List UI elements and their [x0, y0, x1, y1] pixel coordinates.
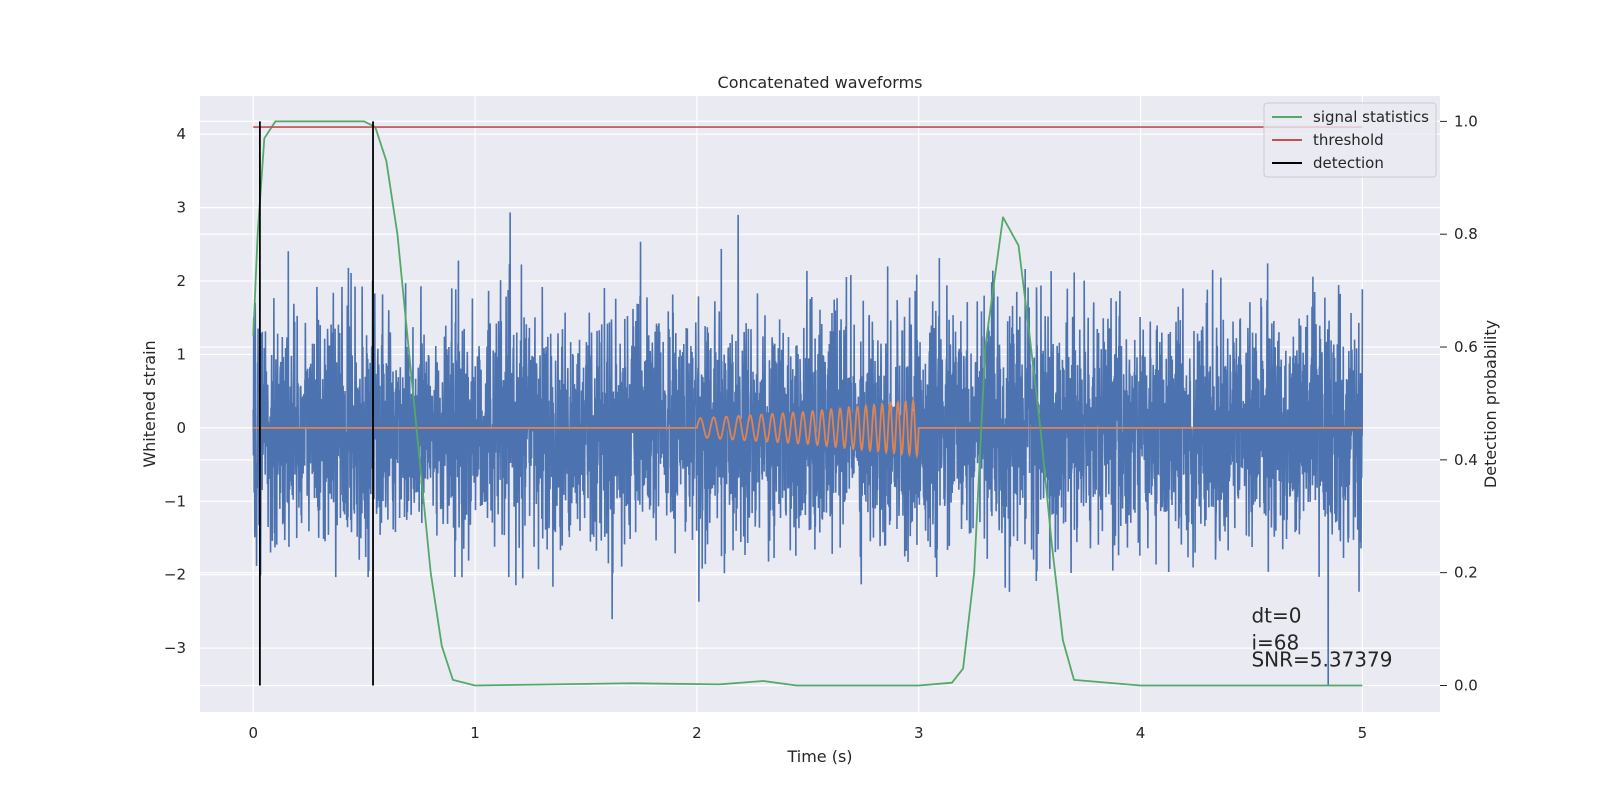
y-tick-label: 0	[176, 419, 186, 437]
y-tick-label: 3	[176, 199, 186, 217]
legend-box	[1263, 102, 1437, 178]
annotation-text: SNR=5.37379	[1251, 647, 1392, 671]
chart-title: Concatenated waveforms	[718, 73, 923, 92]
y-axis-label: Whitened strain	[140, 340, 159, 467]
x-tick-label: 2	[692, 724, 702, 742]
y2-tick-label: 0.6	[1454, 338, 1478, 356]
y2-tick-label: 1.0	[1454, 112, 1478, 130]
legend-label-threshold: threshold	[1313, 131, 1384, 149]
annotation-text: i=68	[1251, 631, 1299, 655]
x-tick-label: 3	[914, 724, 924, 742]
series-signal-statistics-line	[252, 120, 1363, 687]
y2-tick-label: 0.4	[1454, 451, 1478, 469]
legend-label-detection: detection	[1313, 154, 1384, 172]
legend: signal statistics threshold detection	[1263, 102, 1437, 178]
series-injection-line	[253, 397, 1363, 459]
y-tick-label: −3	[164, 639, 186, 657]
x-tick-label: 4	[1136, 724, 1146, 742]
series-strain-line	[252, 212, 1364, 685]
y2-tick-label: 0.0	[1454, 676, 1478, 694]
y-tick-label: −2	[164, 566, 186, 584]
x-tick-label: 0	[248, 724, 258, 742]
legend-label-signal-statistics: signal statistics	[1313, 108, 1429, 126]
series-layer	[252, 120, 1364, 687]
y-tick-label: 4	[176, 125, 186, 143]
y2-axis-label: Detection probability	[1481, 320, 1500, 488]
y-tick-label: 2	[176, 272, 186, 290]
x-tick-label: 1	[470, 724, 480, 742]
y-tick-label: −1	[164, 492, 186, 510]
annotation-text: dt=0	[1251, 603, 1301, 627]
y2-tick-label: 0.8	[1454, 225, 1478, 243]
ticks-layer: 0 1 2 3 4 5 −3 −2 −1 0 1 2 3 4 0.0 0.2 0.4 0.6 0.8 1.0	[164, 112, 1478, 742]
y2-tick-label: 0.2	[1454, 564, 1478, 582]
x-tick-label: 5	[1358, 724, 1368, 742]
x-axis-label: Time (s)	[786, 747, 852, 766]
y-tick-label: 1	[176, 345, 186, 363]
